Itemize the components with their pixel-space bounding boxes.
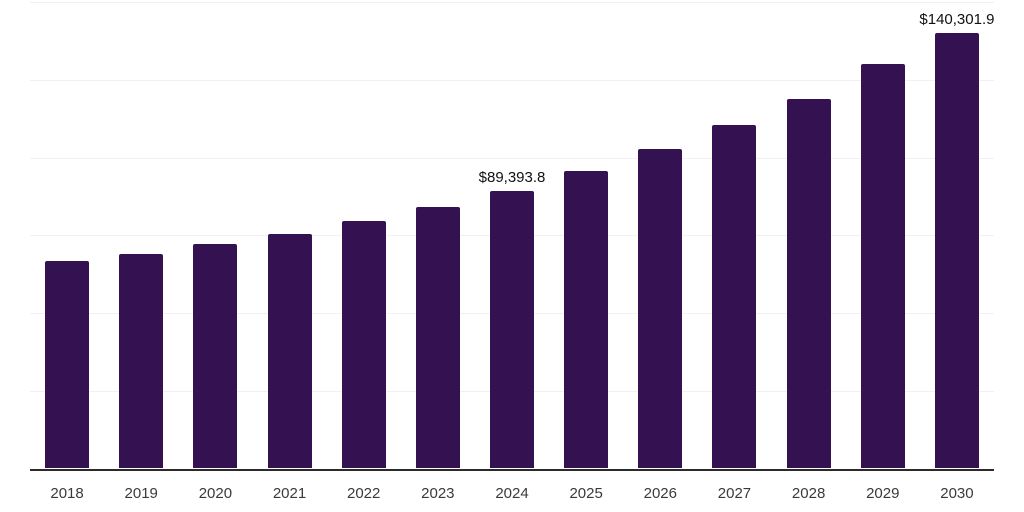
x-tick-2020: 2020 xyxy=(198,485,233,502)
bar-2024 xyxy=(490,190,534,469)
bar-2027 xyxy=(712,124,757,469)
x-tick-2030: 2030 xyxy=(940,485,974,502)
bar-2029 xyxy=(860,63,905,469)
x-tick-2029: 2029 xyxy=(866,485,900,502)
x-tick-2023: 2023 xyxy=(421,485,455,502)
bar-2022 xyxy=(341,220,386,469)
x-tick-2028: 2028 xyxy=(791,485,826,502)
bar-2023 xyxy=(415,207,460,469)
bar-2019 xyxy=(119,254,164,469)
x-tick-2019: 2019 xyxy=(124,485,158,502)
bar-2028 xyxy=(786,98,831,469)
x-tick-2026: 2026 xyxy=(643,485,677,502)
bar-2020 xyxy=(193,243,238,469)
x-tick-2021: 2021 xyxy=(272,485,307,502)
x-tick-2025: 2025 xyxy=(569,485,603,502)
gridline-125000 xyxy=(30,80,994,82)
x-tick-2022: 2022 xyxy=(347,485,381,502)
value-label-2030: $140,301.9 xyxy=(919,10,995,28)
bar-2021 xyxy=(267,233,312,469)
bar-2025 xyxy=(564,171,609,469)
gridline-150000 xyxy=(30,2,994,4)
x-tick-2018: 2018 xyxy=(50,485,84,502)
value-label-2024: $89,393.8 xyxy=(478,168,546,186)
x-tick-2024: 2024 xyxy=(495,485,529,502)
x-tick-2027: 2027 xyxy=(717,485,752,502)
bar-2026 xyxy=(638,149,683,469)
gridline-100000 xyxy=(30,157,994,159)
bar-2030 xyxy=(934,32,979,469)
bar-2018 xyxy=(45,260,90,469)
x-axis-line xyxy=(30,468,994,471)
